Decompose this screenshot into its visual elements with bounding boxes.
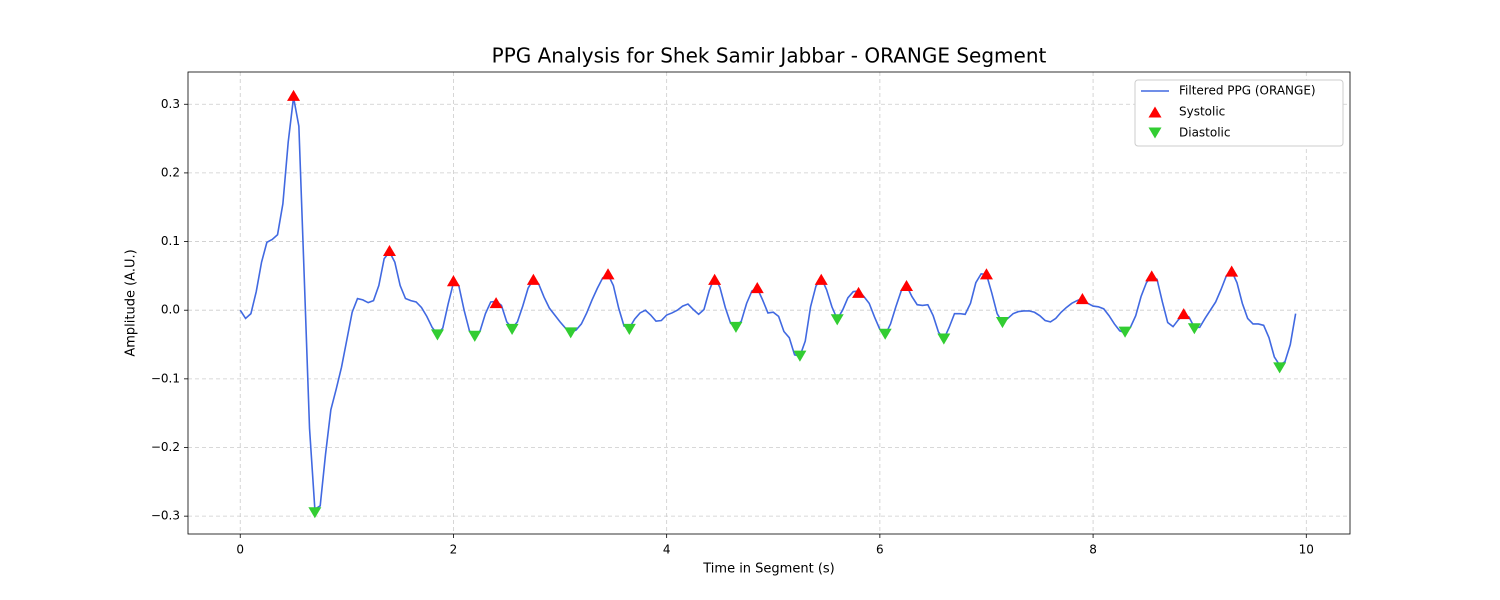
peak-marker — [308, 507, 322, 519]
peak-marker — [1187, 323, 1201, 335]
ppg-line — [239, 97, 1297, 511]
x-tick-label: 8 — [1089, 543, 1097, 557]
y-tick-label: 0.1 — [161, 234, 180, 248]
peak-marker — [708, 273, 722, 285]
y-tick-label: −0.3 — [151, 509, 180, 523]
legend-swatch — [1148, 127, 1162, 139]
peak-marker — [505, 323, 519, 335]
peak-marker — [830, 314, 844, 326]
y-tick-label: 0.2 — [161, 165, 180, 179]
peak-marker — [1273, 362, 1287, 374]
peak-marker — [852, 286, 866, 298]
legend-swatch — [1148, 106, 1162, 118]
legend-box — [1134, 79, 1344, 147]
peak-marker — [446, 275, 460, 287]
peak-marker — [979, 268, 993, 280]
peak-marker — [937, 333, 951, 345]
legend-label: Diastolic — [1179, 126, 1231, 140]
y-axis-label: Amplitude (A.U.) — [124, 249, 139, 356]
peak-marker — [1145, 270, 1159, 282]
chart-title: PPG Analysis for Shek Samir Jabbar - ORA… — [492, 44, 1047, 68]
peak-marker — [750, 282, 764, 294]
x-tick-label: 0 — [236, 543, 244, 557]
peak-marker — [622, 323, 636, 335]
peak-marker — [1225, 265, 1239, 277]
peak-marker — [729, 321, 743, 333]
peak-marker — [1118, 326, 1132, 338]
x-tick-label: 6 — [876, 543, 884, 557]
peak-marker — [995, 317, 1009, 329]
peak-marker — [287, 89, 301, 101]
peak-marker — [1177, 308, 1191, 320]
y-tick-label: 0.3 — [161, 97, 180, 111]
peak-marker — [601, 268, 615, 280]
peak-marker — [564, 327, 578, 339]
peak-marker — [793, 350, 807, 362]
peak-marker — [878, 328, 892, 340]
y-tick-label: −0.2 — [151, 440, 180, 454]
peak-marker — [814, 273, 828, 285]
x-tick-label: 10 — [1299, 543, 1314, 557]
y-tick-label: 0.0 — [161, 303, 180, 317]
y-tick-label: −0.1 — [151, 371, 180, 385]
peak-marker — [468, 330, 482, 342]
x-axis-label: Time in Segment (s) — [702, 562, 834, 577]
peak-marker — [489, 297, 503, 309]
peak-marker — [526, 273, 540, 285]
x-tick-label: 2 — [450, 543, 458, 557]
x-tick-label: 4 — [663, 543, 671, 557]
legend-label: Filtered PPG (ORANGE) — [1179, 84, 1316, 98]
peak-marker — [382, 244, 396, 257]
peak-marker — [900, 279, 914, 292]
legend-label: Systolic — [1179, 105, 1225, 119]
peak-marker — [430, 329, 444, 341]
plot-frame — [187, 71, 1351, 535]
peak-marker — [1075, 293, 1089, 305]
